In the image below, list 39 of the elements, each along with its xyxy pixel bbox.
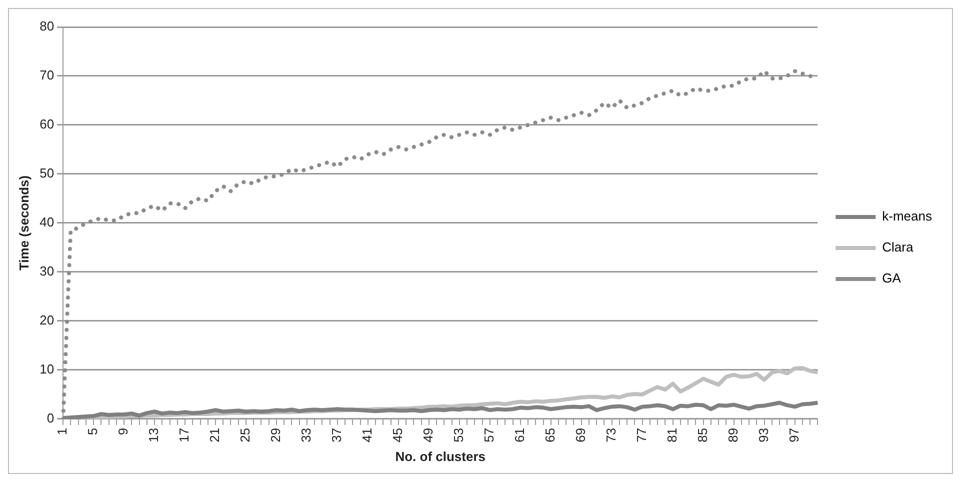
y-tick-label: 40 xyxy=(40,214,54,230)
legend-label: Clara xyxy=(882,240,914,255)
x-tick-label: 41 xyxy=(360,428,375,442)
x-tick-label: 65 xyxy=(542,428,558,442)
x-tick-label: 77 xyxy=(634,428,649,442)
x-tick-label: 5 xyxy=(85,428,100,436)
x-tick-label: 53 xyxy=(450,428,466,442)
x-tick-label: 89 xyxy=(725,428,740,442)
y-axis-title: Time (seconds) xyxy=(16,175,32,271)
legend-label: GA xyxy=(882,270,902,286)
x-tick-label: 69 xyxy=(572,428,588,442)
x-tick-label: 45 xyxy=(390,428,406,442)
legend-label: k-means xyxy=(882,208,932,224)
x-tick-label: 33 xyxy=(298,428,314,442)
x-tick-label: 57 xyxy=(481,428,496,442)
y-tick-label: 20 xyxy=(40,312,54,328)
x-axis-title: No. of clusters xyxy=(395,448,486,464)
x-tick-label: 73 xyxy=(603,428,618,442)
y-tick-label: 30 xyxy=(40,264,54,279)
x-tick-label: 29 xyxy=(268,428,284,442)
y-tick-label: 60 xyxy=(40,116,54,132)
y-tick-label: 50 xyxy=(40,166,54,181)
x-tick-label: 85 xyxy=(694,428,710,442)
y-tick-label: 70 xyxy=(40,68,54,83)
x-tick-label: 25 xyxy=(238,428,253,442)
x-tick-label: 37 xyxy=(329,428,344,442)
y-tick-label: 10 xyxy=(40,362,54,377)
x-tick-label: 17 xyxy=(176,428,192,442)
x-tick-label: 61 xyxy=(512,428,527,442)
x-tick-label: 97 xyxy=(786,428,802,442)
x-tick-label: 81 xyxy=(664,428,680,442)
x-tick-label: 49 xyxy=(420,428,436,442)
y-tick-label: 80 xyxy=(40,18,54,34)
x-tick-label: 9 xyxy=(116,428,131,436)
y-tick-label: 0 xyxy=(46,410,54,426)
x-tick-label: 13 xyxy=(146,428,162,442)
x-tick-label: 93 xyxy=(756,428,771,442)
x-tick-label: 21 xyxy=(207,428,222,442)
x-tick-label: 1 xyxy=(54,428,70,436)
